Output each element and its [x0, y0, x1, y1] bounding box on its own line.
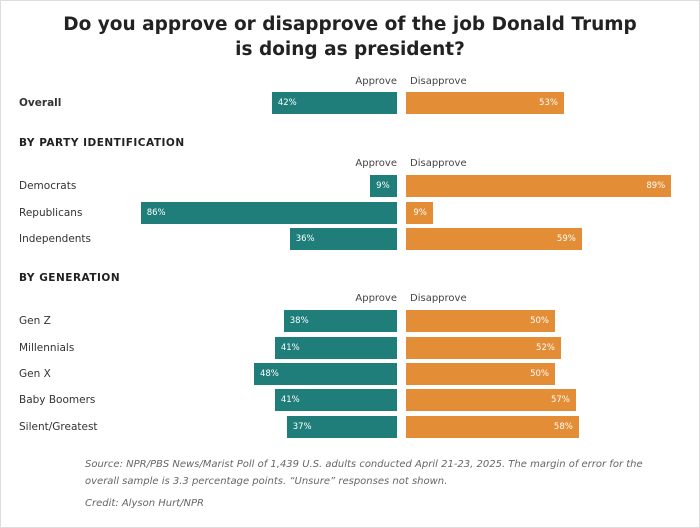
row-label: Silent/Greatest [19, 421, 98, 433]
disapprove-value-label: 52% [536, 343, 555, 353]
approve-column-header: Approve [355, 293, 397, 304]
approve-bar [140, 202, 397, 224]
section-heading: BY GENERATION [19, 272, 121, 284]
disapprove-bar [406, 416, 579, 438]
disapprove-value-label: 58% [553, 422, 573, 432]
disapprove-value-label: 9% [413, 208, 427, 218]
disapprove-value-label: 57% [550, 395, 570, 405]
disapprove-bar [406, 389, 576, 411]
row-label: Independents [19, 233, 92, 245]
section-heading: BY PARTY IDENTIFICATION [19, 137, 185, 149]
chart-title: Do you approve or disapprove of the job … [63, 14, 637, 60]
approve-value-label: 37% [292, 422, 312, 432]
disapprove-bar [406, 337, 561, 359]
approve-value-label: 41% [280, 395, 300, 405]
approve-bar [271, 92, 397, 114]
approve-value-label: 9% [376, 181, 390, 191]
row-label: Democrats [19, 180, 77, 192]
disapprove-value-label: 59% [556, 234, 576, 244]
disapprove-value-label: 50% [530, 316, 549, 326]
approve-bar [289, 228, 397, 250]
approve-value-label: 36% [295, 234, 315, 244]
approve-value-label: 48% [259, 369, 279, 379]
approve-bar [370, 175, 397, 197]
disapprove-column-header: Disapprove [410, 293, 467, 304]
disapprove-bar [406, 310, 555, 332]
disapprove-bar [406, 202, 433, 224]
approve-bar [286, 416, 397, 438]
row-label: Republicans [19, 207, 83, 219]
approve-bar [253, 363, 397, 385]
credit-note: Credit: Alyson Hurt/NPR [85, 498, 204, 509]
approve-bar [274, 389, 397, 411]
row-label: Overall [19, 97, 62, 109]
approve-value-label: 41% [280, 343, 300, 353]
disapprove-column-header: Disapprove [410, 158, 467, 169]
approve-bar [283, 310, 397, 332]
disapprove-bar [406, 363, 555, 385]
approve-column-header: Approve [355, 76, 397, 87]
row-label: Millennials [19, 342, 75, 354]
approve-value-label: 86% [146, 208, 166, 218]
row-label: Baby Boomers [19, 394, 96, 406]
disapprove-value-label: 50% [530, 369, 549, 379]
source-note: Source: NPR/PBS News/Marist Poll of 1,43… [85, 459, 643, 487]
approve-value-label: 38% [289, 316, 309, 326]
approve-column-header: Approve [355, 158, 397, 169]
disapprove-value-label: 89% [646, 181, 666, 191]
disapprove-bar [406, 175, 672, 197]
disapprove-column-header: Disapprove [410, 76, 467, 87]
disapprove-value-label: 53% [539, 98, 558, 108]
approve-value-label: 42% [277, 98, 297, 108]
row-label: Gen Z [19, 315, 51, 327]
disapprove-bar [406, 92, 564, 114]
approve-bar [274, 337, 397, 359]
disapprove-bar [406, 228, 582, 250]
row-label: Gen X [19, 368, 51, 380]
